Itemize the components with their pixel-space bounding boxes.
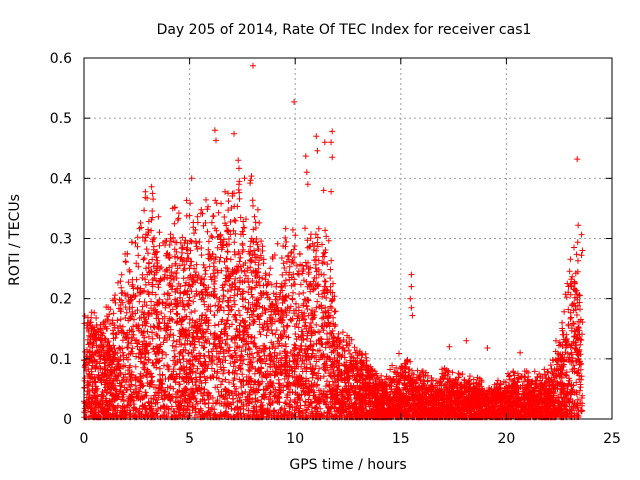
x-tick-label: 20 [497,431,515,447]
x-tick-label: 10 [286,431,304,447]
x-tick-label: 5 [185,431,194,447]
x-tick-label: 0 [80,431,89,447]
axis-ticks: 0 5 10 15 20 25 0 0.1 0.2 0.3 0.4 0.5 0.6 [50,51,621,447]
y-tick-label: 0.5 [50,111,72,127]
y-tick-label: 0.3 [50,232,72,248]
y-tick-label: 0 [63,412,72,428]
y-axis-label: ROTI / TECUs [7,194,23,286]
chart-title: Day 205 of 2014, Rate Of TEC Index for r… [157,22,532,38]
grid-lines [84,58,612,419]
y-tick-label: 0.4 [50,171,72,187]
roti-point-cloud [81,62,586,421]
y-tick-label: 0.2 [50,292,72,308]
x-axis-label: GPS time / hours [289,457,406,473]
x-tick-label: 25 [603,431,621,447]
x-tick-label: 15 [392,431,410,447]
y-tick-label: 0.6 [50,51,72,67]
y-tick-label: 0.1 [50,352,72,368]
data-points [81,62,586,421]
